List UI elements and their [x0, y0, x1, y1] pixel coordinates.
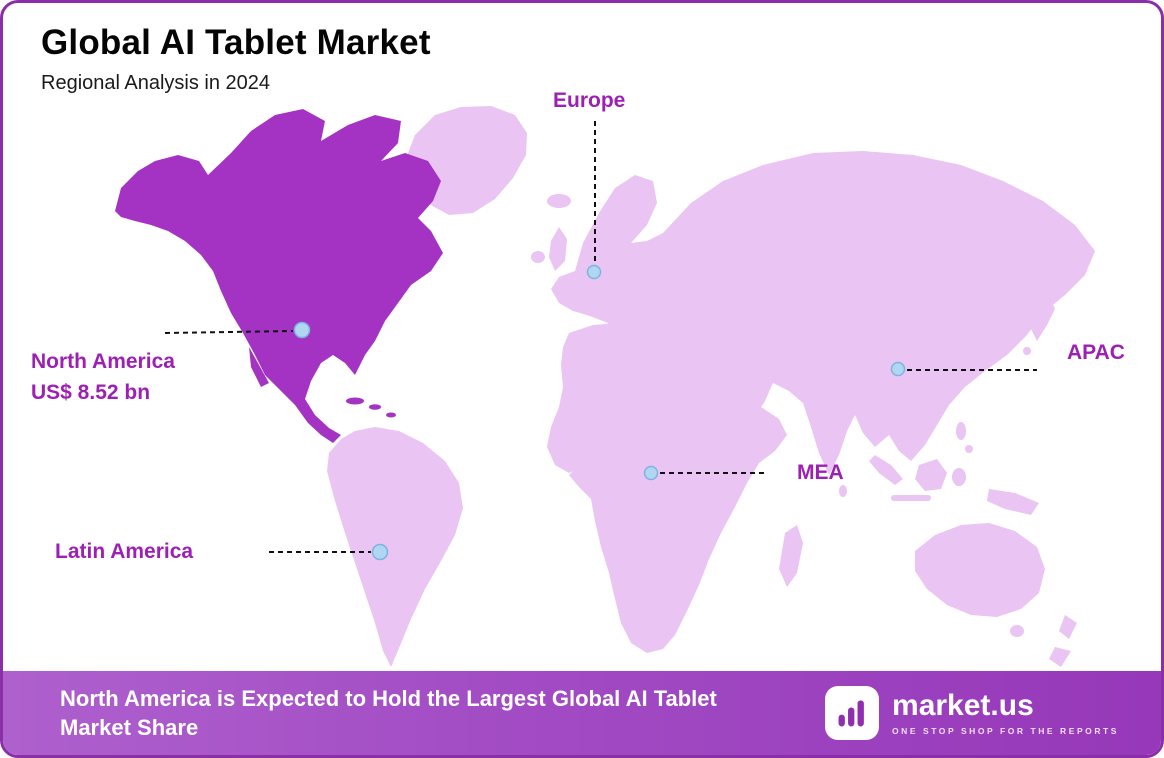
world-map	[115, 106, 1095, 667]
map-tasmania	[1010, 625, 1024, 637]
map-eurasia	[551, 151, 1095, 475]
map-uk	[549, 227, 567, 271]
map-south-america	[327, 427, 463, 667]
map-sulawesi	[952, 468, 966, 486]
map-ireland	[531, 251, 545, 263]
header: Global AI Tablet Market Regional Analysi…	[41, 23, 431, 95]
marker-mea	[643, 465, 659, 481]
region-label-mea: MEA	[797, 461, 844, 484]
map-philippines-south	[965, 445, 973, 453]
map-philippines	[956, 422, 966, 440]
region-name-north-america: North America	[31, 350, 175, 373]
footer-headline: North America is Expected to Hold the La…	[60, 685, 717, 740]
map-java	[891, 495, 931, 501]
map-caribbean-1	[346, 397, 364, 405]
region-label-north-america: North America US$ 8.52 bn	[31, 350, 175, 405]
marker-europe	[586, 264, 602, 280]
leader-line-north-america	[164, 330, 294, 334]
brand-texts: market.us ONE STOP SHOP FOR THE REPORTS	[892, 688, 1119, 736]
map-borneo	[915, 459, 947, 491]
map-new-zealand-south	[1049, 647, 1071, 667]
map-africa	[547, 323, 787, 653]
map-new-guinea	[987, 489, 1039, 515]
map-caribbean-2	[369, 404, 381, 410]
marker-north-america	[293, 321, 311, 339]
map-sumatra	[869, 455, 903, 485]
footer-banner: North America is Expected to Hold the La…	[3, 671, 1161, 755]
brand-tagline: ONE STOP SHOP FOR THE REPORTS	[892, 725, 1119, 736]
region-label-apac: APAC	[1067, 341, 1125, 364]
region-label-latin-america: Latin America	[55, 540, 194, 563]
map-madagascar	[779, 525, 803, 587]
map-japan	[1031, 295, 1055, 341]
page-title: Global AI Tablet Market	[41, 23, 431, 62]
map-australia	[915, 523, 1045, 617]
marketus-logo-icon	[825, 686, 880, 740]
map-sri-lanka	[839, 485, 847, 497]
marker-apac	[890, 361, 906, 377]
brand-logo: market.us ONE STOP SHOP FOR THE REPORTS	[825, 686, 1119, 740]
map-north-america-highlighted	[115, 109, 443, 443]
map-iceland	[547, 194, 571, 208]
marker-latin-america	[371, 543, 389, 561]
map-caribbean-3	[386, 412, 396, 418]
map-new-zealand-north	[1059, 615, 1077, 639]
region-value-north-america: US$ 8.52 bn	[31, 381, 151, 404]
brand-name: market.us	[892, 688, 1034, 722]
region-label-europe: Europe	[553, 89, 626, 112]
map-japan-south	[1023, 347, 1031, 355]
page-subtitle: Regional Analysis in 2024	[41, 72, 271, 94]
map-baja-california	[249, 347, 269, 387]
